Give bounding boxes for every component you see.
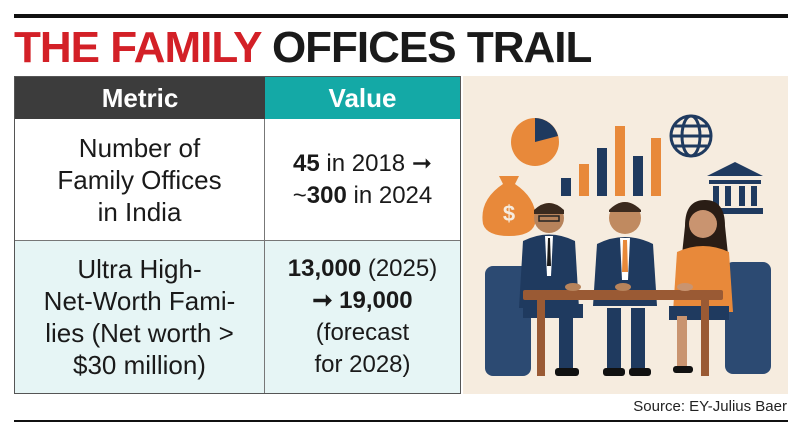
meeting-table: [523, 290, 723, 376]
value-bold: 45: [293, 149, 320, 177]
money-bag-icon: $: [482, 176, 536, 236]
metric-line: Family Offices: [57, 164, 222, 195]
title-part-red: THE FAMILY: [14, 23, 262, 72]
value-text: in 2024: [346, 181, 433, 209]
metric-line: Ultra High-: [77, 254, 202, 284]
data-table: Metric Value Number of Family Offices in…: [14, 76, 461, 394]
man-center-figure: [593, 202, 657, 376]
globe-icon: [669, 114, 713, 158]
metric-line: Number of: [78, 132, 201, 163]
value-text: for 2028): [314, 351, 411, 378]
metric-line: in India: [97, 196, 182, 227]
source-credit: Source: EY-Julius Baer: [633, 398, 787, 415]
page-title: THE FAMILY OFFICES TRAIL: [14, 22, 592, 74]
table-row-1-metric: Number of Family Offices in India: [15, 119, 265, 240]
bank-icon: [707, 162, 763, 214]
table-row-2-metric: Ultra High- Net-Worth Fami- lies (Net wo…: [15, 240, 265, 393]
metric-header: Metric: [15, 77, 265, 119]
top-rule: [14, 14, 788, 18]
value-bold: ➞ 19,000: [312, 287, 413, 314]
value-text: in 2018 ➞: [319, 149, 432, 177]
metric-line: $30 million): [73, 350, 206, 380]
table-row-1-value: 45 in 2018 ➞ ~300 in 2024: [265, 119, 460, 240]
value-header: Value: [265, 77, 460, 119]
table-row-2-value: 13,000 (2025) ➞ 19,000 (forecast for 202…: [265, 240, 460, 393]
bar-chart-icon: [561, 126, 661, 196]
business-meeting-illustration: $: [463, 76, 788, 394]
value-bold: 13,000: [287, 255, 362, 282]
value-text: ~: [292, 181, 307, 209]
metric-line: lies (Net worth >: [45, 318, 234, 348]
metric-line: Net-Worth Fami-: [43, 286, 236, 316]
bottom-rule: [14, 420, 788, 422]
value-text: (forecast: [315, 319, 410, 346]
value-bold: 300: [306, 181, 347, 209]
pie-chart-icon: [511, 118, 559, 166]
title-part-black: OFFICES TRAIL: [271, 23, 592, 72]
svg-text:$: $: [503, 201, 515, 226]
value-text: (2025): [361, 255, 438, 282]
